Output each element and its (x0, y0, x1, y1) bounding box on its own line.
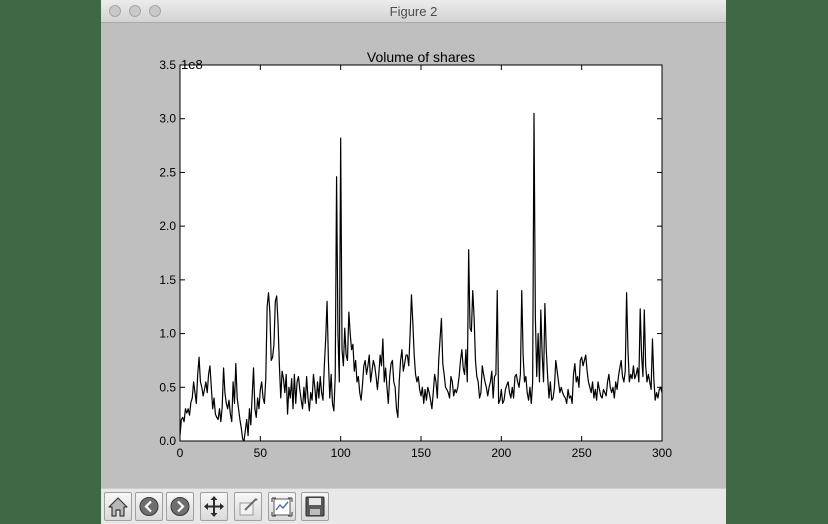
home-button[interactable] (104, 492, 132, 521)
y-tick-label: 2.0 (159, 219, 176, 233)
x-tick-label: 300 (652, 446, 672, 460)
back-icon (139, 497, 159, 516)
close-window-button[interactable] (109, 5, 121, 17)
zoom-icon (239, 498, 258, 516)
title-bar[interactable]: Figure 2 (101, 0, 726, 23)
subplots-icon (271, 497, 293, 517)
pan-button[interactable] (200, 492, 228, 521)
volume-series-line (179, 112, 663, 442)
plot-area (179, 64, 663, 442)
x-tick-label: 250 (572, 446, 592, 460)
forward-icon (170, 497, 190, 516)
save-icon (305, 496, 325, 517)
y-tick-label: 3.5 (159, 58, 176, 72)
configure-subplots-button[interactable] (268, 492, 296, 521)
chart-title: Volume of shares (367, 49, 475, 65)
navigation-toolbar (101, 488, 726, 524)
y-tick-label: 0.0 (159, 434, 176, 448)
zoom-button[interactable] (234, 492, 262, 521)
desktop-background-right (726, 0, 828, 524)
figure-canvas[interactable]: Volume of shares 1e8 0 50 100 150 200 250 300 … (101, 23, 726, 488)
y-tick-label: 0.5 (159, 380, 176, 394)
y-offset-label: 1e8 (181, 57, 203, 72)
home-icon (108, 497, 128, 517)
pan-icon (204, 496, 224, 517)
line-chart: Volume of shares 1e8 0 50 100 150 200 250 300 … (159, 49, 672, 460)
y-tick-label: 3.0 (159, 112, 176, 126)
x-tick-label: 100 (331, 446, 351, 460)
x-tick-label: 150 (411, 446, 431, 460)
back-button[interactable] (135, 492, 163, 521)
figure-window: Figure 2 Volume of shares 1e8 0 50 100 150 2… (101, 0, 726, 524)
forward-button[interactable] (166, 492, 194, 521)
y-tick-label: 2.5 (159, 165, 176, 179)
y-tick-label: 1.5 (159, 273, 176, 287)
y-axis: 0.0 0.5 1.0 1.5 2.0 2.5 3.0 3.5 (159, 58, 662, 448)
y-tick-label: 1.0 (159, 327, 176, 341)
x-tick-label: 0 (177, 446, 184, 460)
save-button[interactable] (301, 492, 329, 521)
zoom-window-button[interactable] (149, 5, 161, 17)
minimize-window-button[interactable] (129, 5, 141, 17)
desktop-background-left (0, 0, 101, 524)
x-tick-label: 200 (491, 446, 511, 460)
x-axis: 0 50 100 150 200 250 300 (177, 65, 672, 460)
window-title: Figure 2 (389, 4, 438, 19)
x-tick-label: 50 (254, 446, 268, 460)
